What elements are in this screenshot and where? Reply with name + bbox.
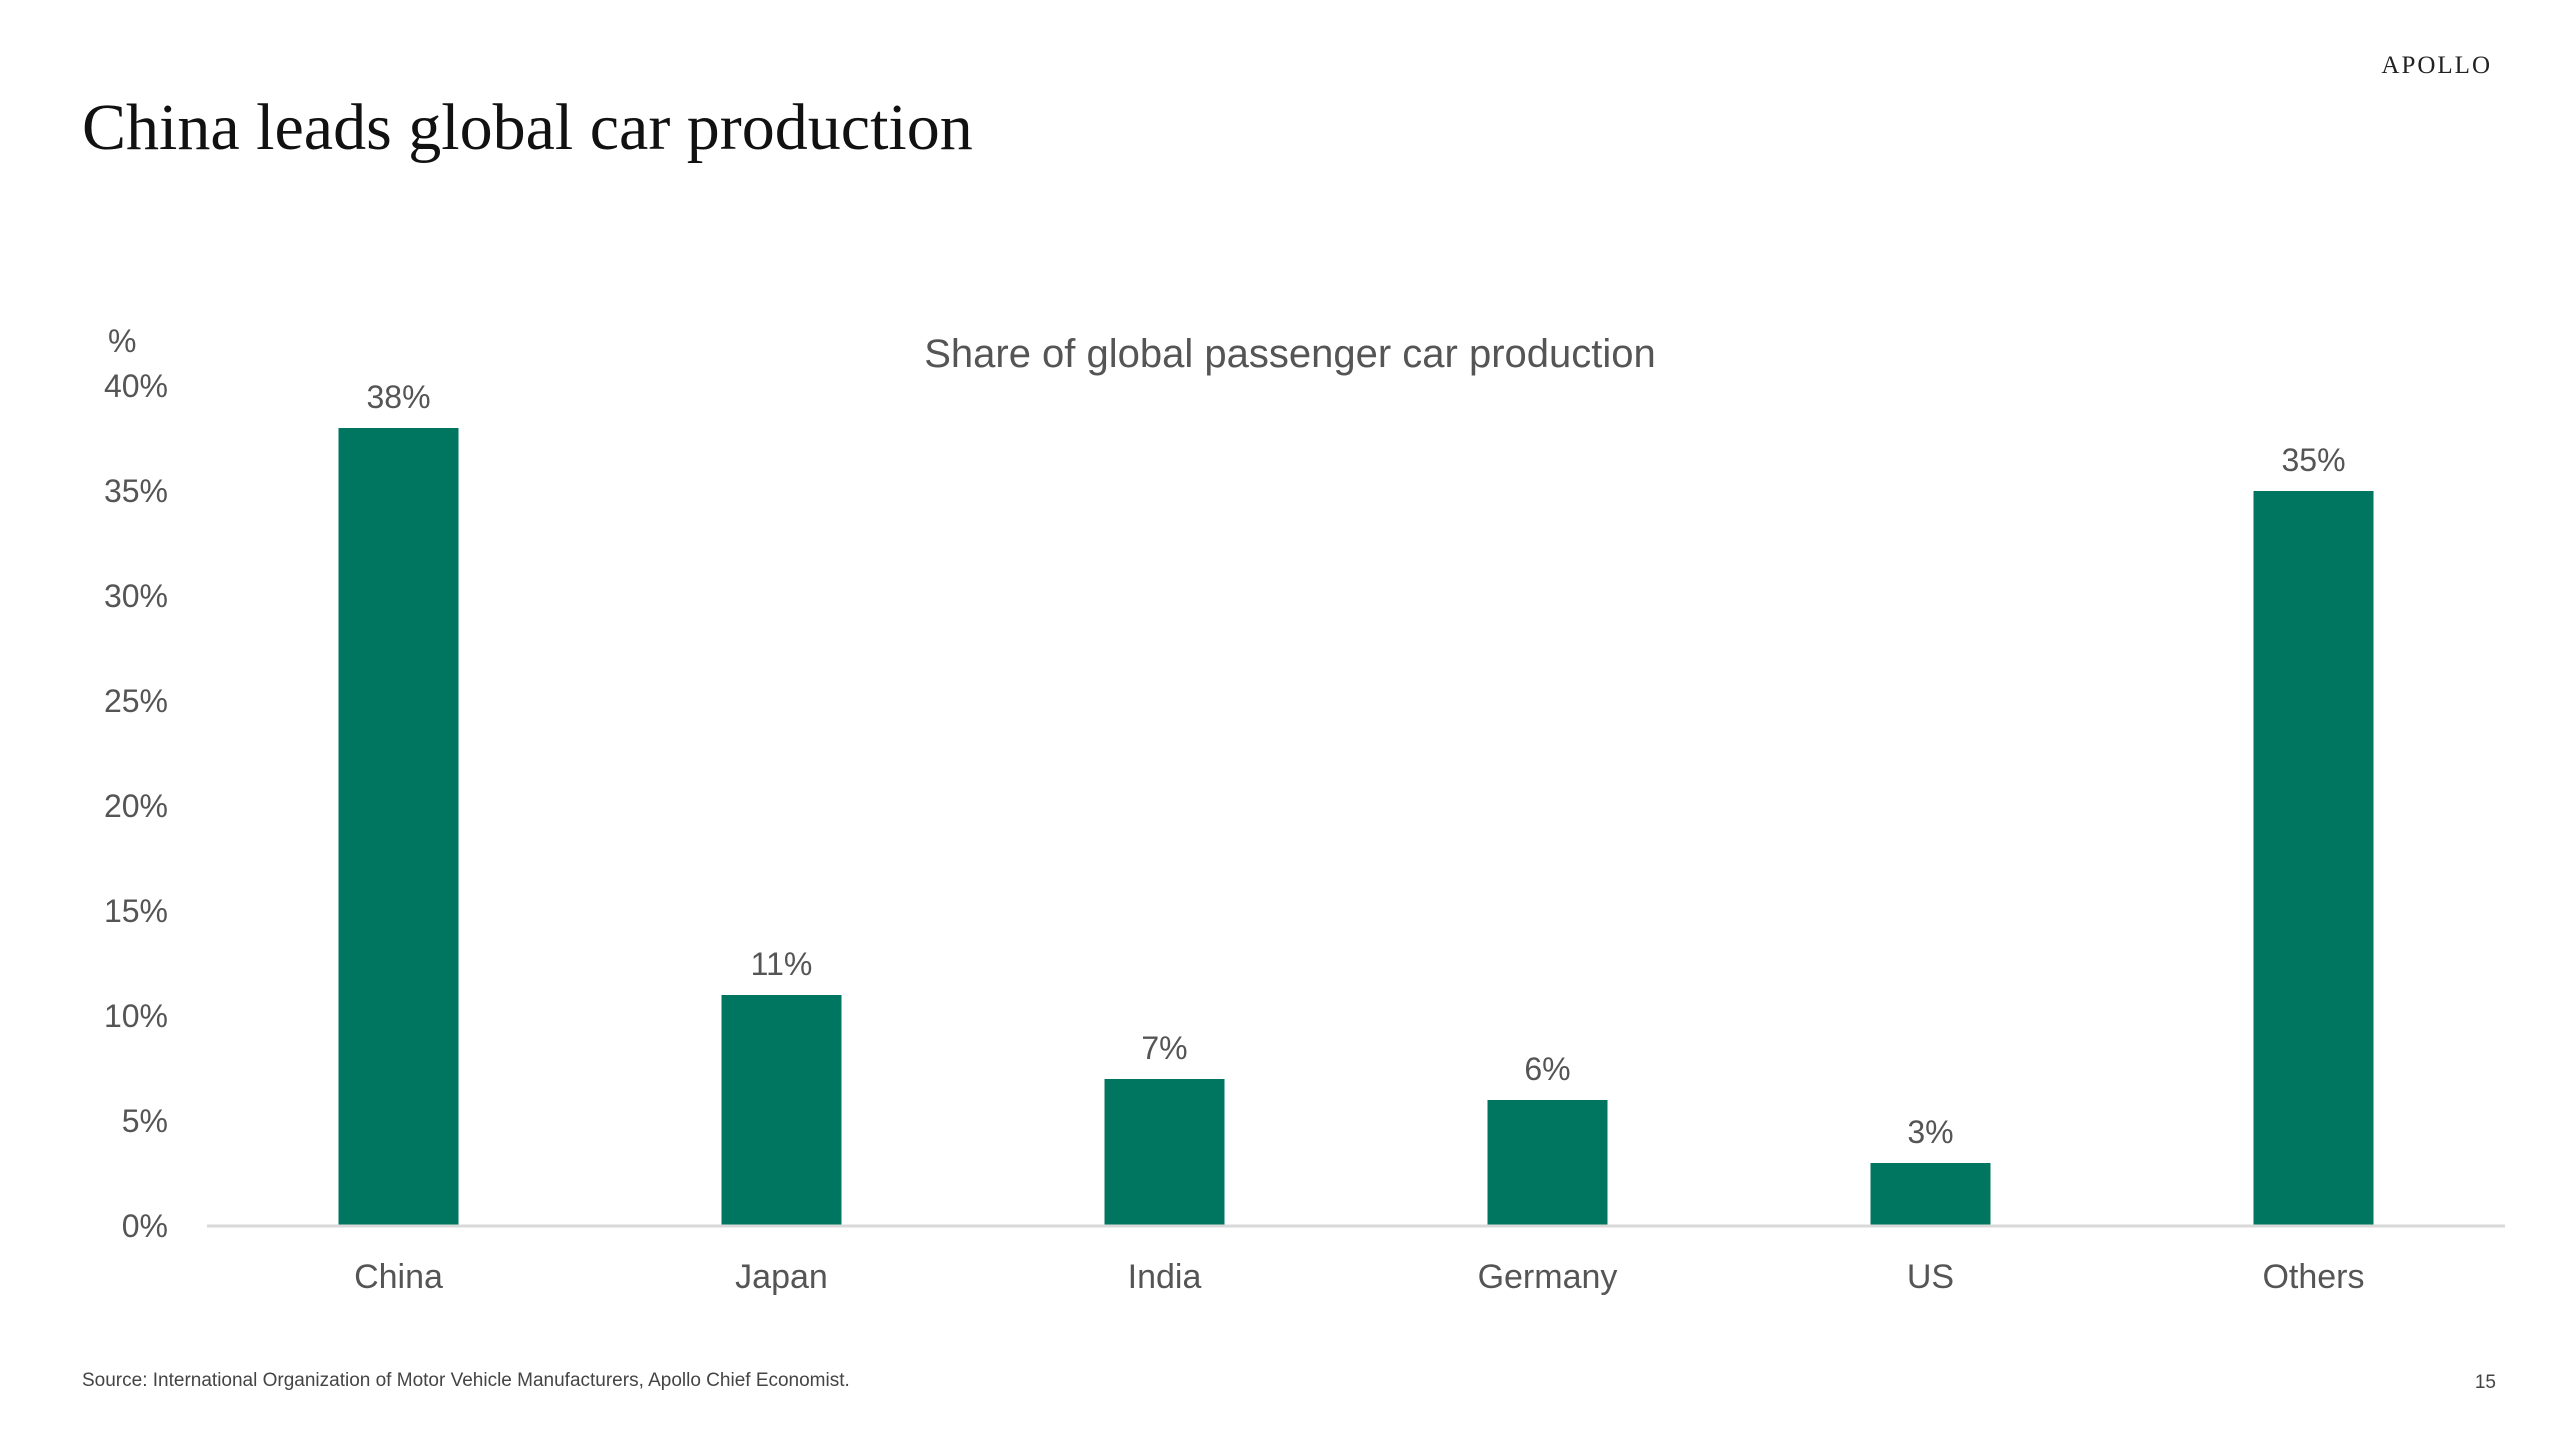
category-label: China bbox=[354, 1258, 443, 1296]
category-labels: China Japan India Germany US Others bbox=[354, 1258, 2364, 1296]
page-number: 15 bbox=[2474, 1372, 2496, 1393]
bar bbox=[1104, 1079, 1225, 1226]
y-tick-label: 15% bbox=[104, 893, 168, 929]
apollo-logo: APOLLO bbox=[2381, 52, 2492, 79]
page-title: China leads global car production bbox=[82, 91, 973, 164]
bar bbox=[2253, 491, 2374, 1226]
y-tick-label: 10% bbox=[104, 998, 168, 1034]
y-axis-unit-label: % bbox=[108, 323, 136, 359]
category-label: Germany bbox=[1478, 1258, 1618, 1296]
category-label: India bbox=[1128, 1258, 1202, 1296]
y-tick-label: 35% bbox=[104, 473, 168, 509]
y-tick-label: 40% bbox=[104, 368, 168, 404]
category-label: Japan bbox=[735, 1258, 828, 1296]
bar bbox=[1487, 1100, 1608, 1226]
y-tick-label: 5% bbox=[122, 1103, 168, 1139]
bar-value-label: 7% bbox=[1141, 1030, 1187, 1066]
bar-value-label: 38% bbox=[366, 379, 430, 415]
bar-value-label: 3% bbox=[1907, 1114, 1953, 1150]
bars bbox=[338, 428, 2374, 1226]
y-axis-ticks: 0% 5% 10% 15% 20% 25% 30% 35% 40% bbox=[104, 368, 168, 1244]
bar bbox=[338, 428, 459, 1226]
chart-title: Share of global passenger car production bbox=[924, 332, 1656, 376]
y-tick-label: 20% bbox=[104, 788, 168, 824]
bar-value-label: 11% bbox=[751, 946, 813, 982]
bar bbox=[1870, 1163, 1991, 1226]
data-labels: 38% 11% 7% 6% 3% 35% bbox=[366, 379, 2345, 1150]
category-label: Others bbox=[2262, 1258, 2364, 1296]
category-label: US bbox=[1907, 1258, 1954, 1296]
bar bbox=[721, 995, 842, 1226]
source-note: Source: International Organization of Mo… bbox=[82, 1370, 850, 1391]
y-tick-label: 25% bbox=[104, 683, 168, 719]
bar-value-label: 6% bbox=[1524, 1051, 1570, 1087]
y-tick-label: 0% bbox=[122, 1208, 168, 1244]
bar-value-label: 35% bbox=[2281, 442, 2345, 478]
y-tick-label: 30% bbox=[104, 578, 168, 614]
